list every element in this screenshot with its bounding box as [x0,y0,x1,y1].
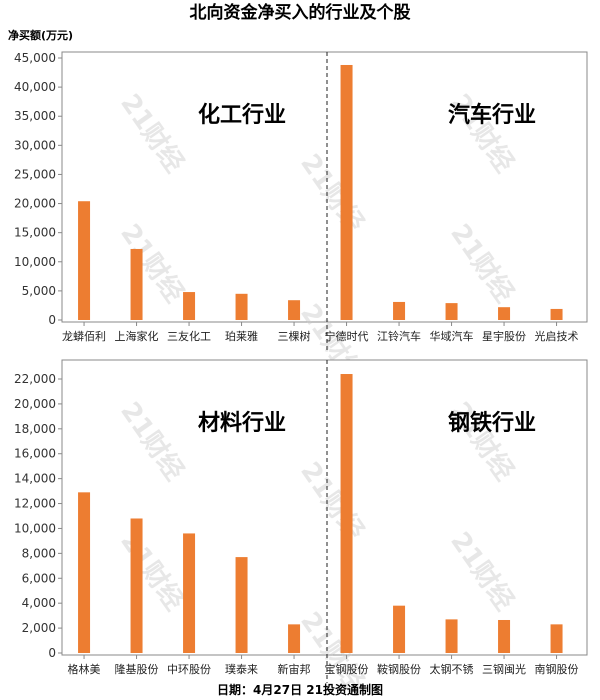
x-tick-label: 珀莱雅 [225,329,258,343]
x-tick-label: 三棵树 [278,329,311,343]
bar-光启技术 [550,308,563,320]
group-label: 汽车行业 [448,102,536,128]
panel-1: 21财经21财经21财经21财经21财经21财经02,0004,0006,000… [14,359,588,696]
y-tick-label: 0 [48,313,56,327]
y-tick-label: 20,000 [14,197,56,211]
y-tick-label: 25,000 [14,167,56,181]
x-tick-label: 隆基股份 [115,662,159,676]
y-tick-label: 18,000 [14,422,56,436]
y-tick-label: 35,000 [14,109,56,123]
plot-area [61,51,588,323]
y-tick-label: 10,000 [14,521,56,535]
bar-三钢闽光 [498,619,511,653]
y-tick-label: 2,000 [22,621,56,635]
bar-珀莱雅 [235,293,248,320]
y-tick-label: 40,000 [14,80,56,94]
y-tick-label: 22,000 [14,372,56,386]
x-tick-label: 新宙邦 [278,662,311,676]
bar-宁德时代 [340,64,353,320]
group-label: 材料行业 [198,410,286,436]
x-tick-label: 光启技术 [535,329,579,343]
y-tick-label: 30,000 [14,138,56,152]
bar-中环股份 [183,533,196,653]
bar-龙蟒佰利 [78,201,91,320]
x-tick-label: 上海家化 [115,329,159,343]
bar-新宙邦 [288,624,301,653]
x-tick-label: 璞泰来 [225,662,258,676]
bar-太钢不锈 [445,619,458,653]
x-tick-label: 江铃汽车 [377,329,421,343]
y-tick-label: 0 [48,646,56,660]
x-tick-label: 三友化工 [167,329,211,343]
bar-上海家化 [130,248,143,320]
bar-璞泰来 [235,557,248,653]
bar-格林美 [78,492,91,653]
plot-area [61,359,588,656]
group-label: 钢铁行业 [448,410,536,436]
y-tick-label: 16,000 [14,447,56,461]
x-tick-label: 宝钢股份 [325,662,369,676]
y-tick-label: 20,000 [14,397,56,411]
bar-鞍钢股份 [393,605,406,653]
y-tick-label: 6,000 [22,571,56,585]
panel-0: 21财经21财经21财经21财经21财经21财经05,00010,00015,0… [14,51,588,388]
chart-title: 北向资金净买入的行业及个股 [190,2,411,23]
y-axis-label: 净买额(万元) [8,28,73,42]
y-tick-label: 8,000 [22,546,56,560]
bar-华域汽车 [445,303,458,320]
bar-三友化工 [183,292,196,320]
x-tick-label: 太钢不锈 [430,663,474,676]
y-tick-label: 5,000 [22,284,56,298]
y-tick-label: 10,000 [14,255,56,269]
footer-note: 日期：4月27日 21投资通制图 [217,682,383,697]
group-label: 化工行业 [198,102,286,128]
bar-三棵树 [288,300,301,320]
y-tick-label: 14,000 [14,472,56,486]
bar-星宇股份 [498,307,511,320]
x-tick-label: 华域汽车 [430,329,474,343]
x-tick-label: 三钢闽光 [482,662,526,676]
x-tick-label: 星宇股份 [482,330,526,343]
y-tick-label: 45,000 [14,51,56,65]
x-tick-label: 宁德时代 [325,329,369,343]
y-tick-label: 15,000 [14,226,56,240]
y-tick-label: 4,000 [22,596,56,610]
x-tick-label: 龙蟒佰利 [62,329,106,343]
x-tick-label: 格林美 [68,662,101,676]
bar-宝钢股份 [340,374,353,653]
x-tick-label: 中环股份 [167,663,211,676]
x-tick-label: 南钢股份 [535,663,579,676]
bar-南钢股份 [550,624,563,653]
bar-隆基股份 [130,518,143,653]
y-tick-label: 12,000 [14,497,56,511]
bar-江铃汽车 [393,301,406,320]
x-tick-label: 鞍钢股份 [377,662,421,676]
